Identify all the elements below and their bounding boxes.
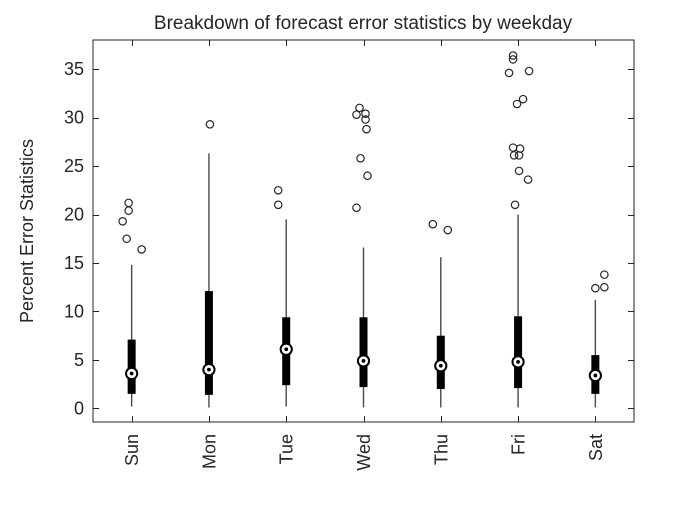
median-dot (129, 371, 134, 376)
outlier-point (514, 151, 524, 160)
outlier-point (362, 124, 371, 134)
x-tick-label: Sun (122, 434, 142, 466)
outlier-point (508, 143, 518, 152)
x-tick-label: Tue (277, 434, 297, 464)
outlier-point (352, 203, 361, 213)
outlier-point (118, 217, 127, 226)
outlier-point (443, 225, 453, 235)
x-tick-label: Thu (431, 434, 451, 465)
outlier-point (137, 245, 146, 254)
outlier-point (122, 234, 131, 244)
x-tick-label: Mon (199, 434, 219, 469)
outlier-point (124, 206, 133, 215)
y-tick-label: 15 (64, 253, 84, 273)
outlier-point (205, 120, 215, 129)
outlier-point (361, 115, 370, 124)
y-tick-label: 30 (64, 108, 84, 128)
outlier-point (352, 110, 361, 119)
outlier-point (428, 219, 438, 229)
outlier-point (508, 55, 518, 64)
x-tick-label: Sat (586, 434, 606, 461)
outlier-point (124, 198, 133, 208)
outlier-point (508, 51, 518, 60)
outlier-point (361, 109, 370, 118)
y-tick-label: 0 (74, 398, 84, 418)
outlier-point (514, 166, 524, 176)
y-tick-label: 25 (64, 156, 84, 176)
outlier-point (515, 144, 525, 153)
median-dot (516, 359, 520, 364)
box-iqr (127, 339, 136, 394)
median-dot (207, 367, 211, 372)
outlier-point (273, 185, 283, 195)
outlier-point (504, 68, 514, 78)
outlier-point (518, 94, 528, 104)
y-axis-label: Percent Error Statistics (17, 139, 37, 323)
median-dot (593, 373, 598, 378)
x-tick-label: Wed (354, 434, 374, 471)
box-iqr (359, 317, 368, 388)
box-iqr (204, 291, 213, 395)
y-tick-label: 5 (74, 350, 84, 370)
outlier-point (273, 200, 283, 210)
y-tick-label: 35 (64, 59, 84, 79)
outlier-point (600, 270, 609, 279)
median-dot (438, 363, 443, 368)
outlier-point (600, 282, 609, 292)
outlier-point (356, 153, 365, 163)
median-dot (284, 347, 289, 352)
outlier-point (512, 99, 522, 109)
median-dot (361, 359, 366, 363)
plot-area: 0 5 10 15 20 25 30 35 Sun Mon Tue Wed Thu Fri Sat (64, 39, 635, 471)
outlier-point (524, 66, 534, 76)
outlier-point (355, 103, 364, 113)
outlier-point (591, 283, 600, 293)
box-iqr (514, 316, 523, 389)
y-tick-label: 20 (64, 205, 84, 225)
outlier-point (363, 171, 372, 181)
chart-title: Breakdown of forecast error statistics b… (154, 13, 573, 34)
outlier-point (523, 175, 533, 184)
axes-frame (92, 39, 635, 423)
outlier-point (510, 200, 520, 210)
x-tick-label: Fri (509, 434, 529, 455)
y-tick-label: 10 (64, 301, 84, 321)
